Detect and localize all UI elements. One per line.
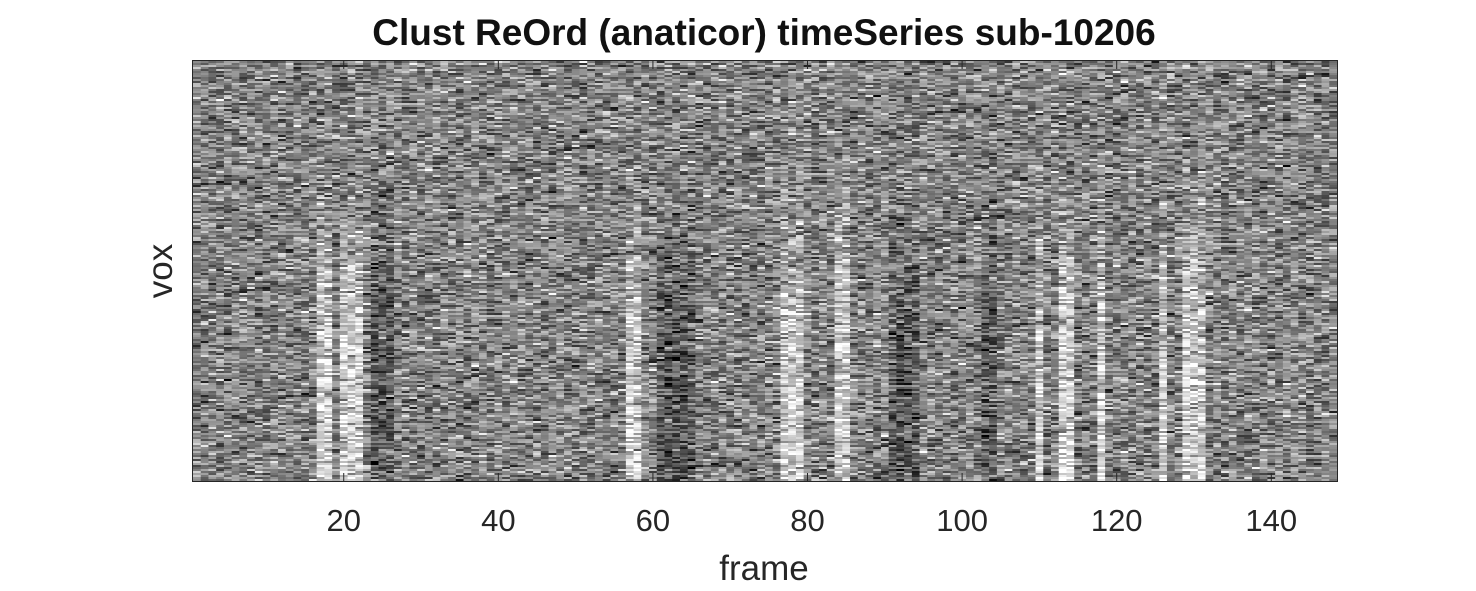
heatmap-cells — [193, 61, 1337, 481]
